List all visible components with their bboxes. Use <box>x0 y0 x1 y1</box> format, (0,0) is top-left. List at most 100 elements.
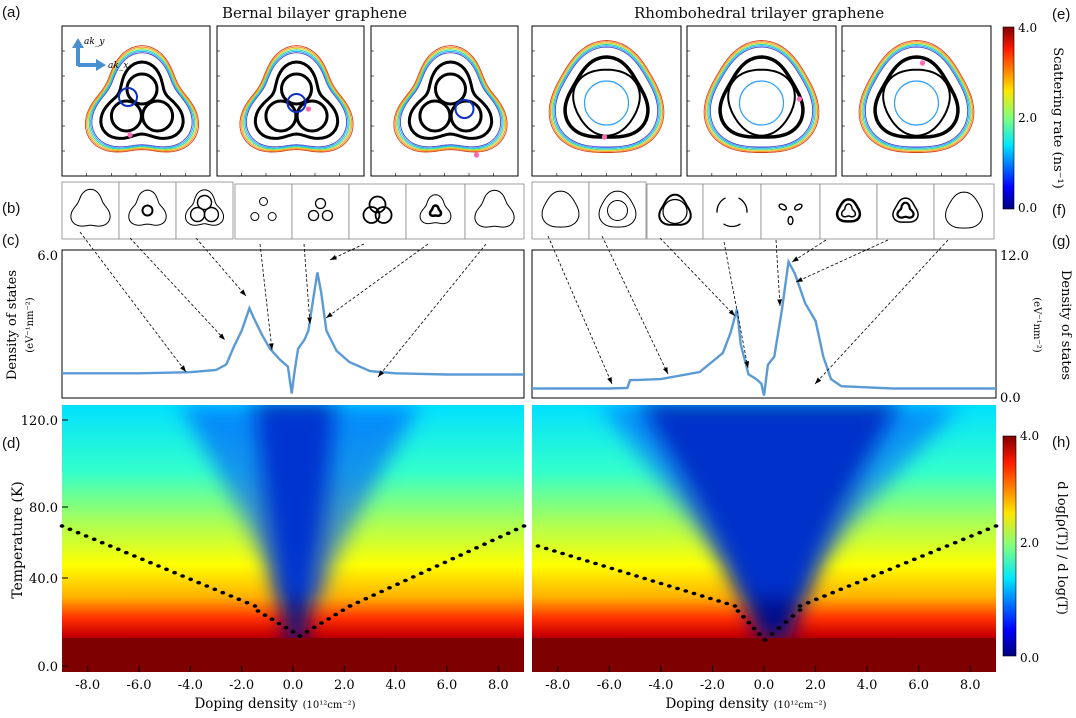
exponent-colorbar-label: d log[ρ(T)] / d log(T) <box>1054 481 1069 615</box>
dot <box>871 574 876 578</box>
dot <box>244 600 250 605</box>
dot <box>262 613 268 617</box>
dot <box>746 620 752 625</box>
x-tick-label: 8.0 <box>960 678 981 693</box>
arrow-head <box>218 333 225 340</box>
x-tick-label: -4.0 <box>648 678 673 693</box>
y-tick-label: 120.0 <box>21 414 58 429</box>
dot <box>642 576 648 581</box>
dot <box>862 577 868 582</box>
dot <box>977 530 983 535</box>
dot <box>911 557 917 562</box>
dot <box>204 584 210 588</box>
dot <box>172 570 178 575</box>
arrow-head <box>378 370 385 377</box>
colorbar-tick: 4.0 <box>1018 21 1037 35</box>
panel-label-f: (f) <box>1052 202 1067 219</box>
dot <box>83 534 89 538</box>
dot <box>148 560 153 565</box>
dot <box>617 569 623 573</box>
dot <box>426 567 432 572</box>
panel-label-b: (b) <box>2 200 21 217</box>
dot <box>716 599 721 603</box>
dashed-arrow <box>814 239 949 385</box>
dot <box>115 547 121 552</box>
dot <box>797 604 803 608</box>
dot <box>140 557 145 562</box>
dot <box>762 638 768 642</box>
contour-inset <box>702 183 762 240</box>
dashed-arrow <box>303 243 311 325</box>
dot <box>387 586 392 590</box>
dos_right-line <box>532 257 996 396</box>
dot <box>854 580 860 585</box>
dot <box>666 584 672 588</box>
x-tick-label: -6.0 <box>126 678 151 693</box>
fermi-marker <box>127 132 133 138</box>
x-tick-label: -4.0 <box>178 678 203 693</box>
dot <box>887 567 893 572</box>
contour-inset <box>291 183 350 240</box>
dot <box>783 620 789 624</box>
x-tick-label: 6.0 <box>437 678 458 693</box>
dot <box>650 579 656 583</box>
dot <box>497 535 503 539</box>
title-left: Bernal bilayer graphene <box>222 4 408 22</box>
contour-inset <box>933 183 995 240</box>
colorbar-tick: 4.0 <box>1020 429 1039 443</box>
dot <box>879 570 885 575</box>
dos-right-ylabel: Density of states <box>1058 270 1073 380</box>
dot <box>490 538 495 543</box>
dashed-arrow <box>791 239 827 263</box>
dot <box>410 575 416 579</box>
dot <box>838 587 844 592</box>
dot <box>776 626 782 630</box>
arrow-head <box>239 289 246 296</box>
dot <box>634 574 639 578</box>
dot <box>228 594 234 598</box>
dos-right-yunit: (eV⁻¹nm⁻²) <box>1031 297 1042 353</box>
fermi-marker <box>473 152 480 158</box>
dot <box>355 600 361 605</box>
dot <box>805 600 811 605</box>
panel-label-h: (h) <box>1052 434 1071 451</box>
arrow-head <box>744 361 750 368</box>
panel-label-g: (g) <box>1052 233 1071 250</box>
dot <box>790 614 796 618</box>
dot <box>252 604 258 608</box>
dot <box>732 604 738 608</box>
dot <box>474 546 479 550</box>
dashed-arrow <box>659 237 736 317</box>
y-tick-label: 12.0 <box>1000 249 1029 264</box>
colorbar-tick: 0.0 <box>1018 201 1037 215</box>
dot <box>418 571 424 576</box>
x-tick-label: 4.0 <box>385 678 406 693</box>
dot <box>944 544 950 548</box>
dot <box>403 578 408 583</box>
dashed-arrow <box>129 237 226 341</box>
dot <box>188 577 194 582</box>
dot <box>741 615 746 619</box>
dot <box>220 590 226 595</box>
dot <box>895 564 901 568</box>
dot <box>340 608 346 613</box>
y-tick-label: 0.0 <box>1000 391 1021 406</box>
dot <box>797 608 803 612</box>
arrow-head <box>326 312 333 318</box>
dashed-arrow <box>195 237 247 297</box>
x-tick-label: 2.0 <box>334 678 355 693</box>
dot <box>543 546 549 551</box>
dot <box>576 556 582 561</box>
dot <box>505 531 511 536</box>
dot <box>107 544 113 548</box>
contour-inset <box>531 181 590 240</box>
dot <box>434 564 440 568</box>
dashed-arrow <box>775 239 781 307</box>
exponent-colorbar <box>1002 435 1017 657</box>
x-tick-label: -8.0 <box>75 678 100 693</box>
dot <box>625 571 631 576</box>
dos_left-line <box>62 272 524 394</box>
contour-inset <box>405 183 466 240</box>
dot <box>319 621 324 625</box>
